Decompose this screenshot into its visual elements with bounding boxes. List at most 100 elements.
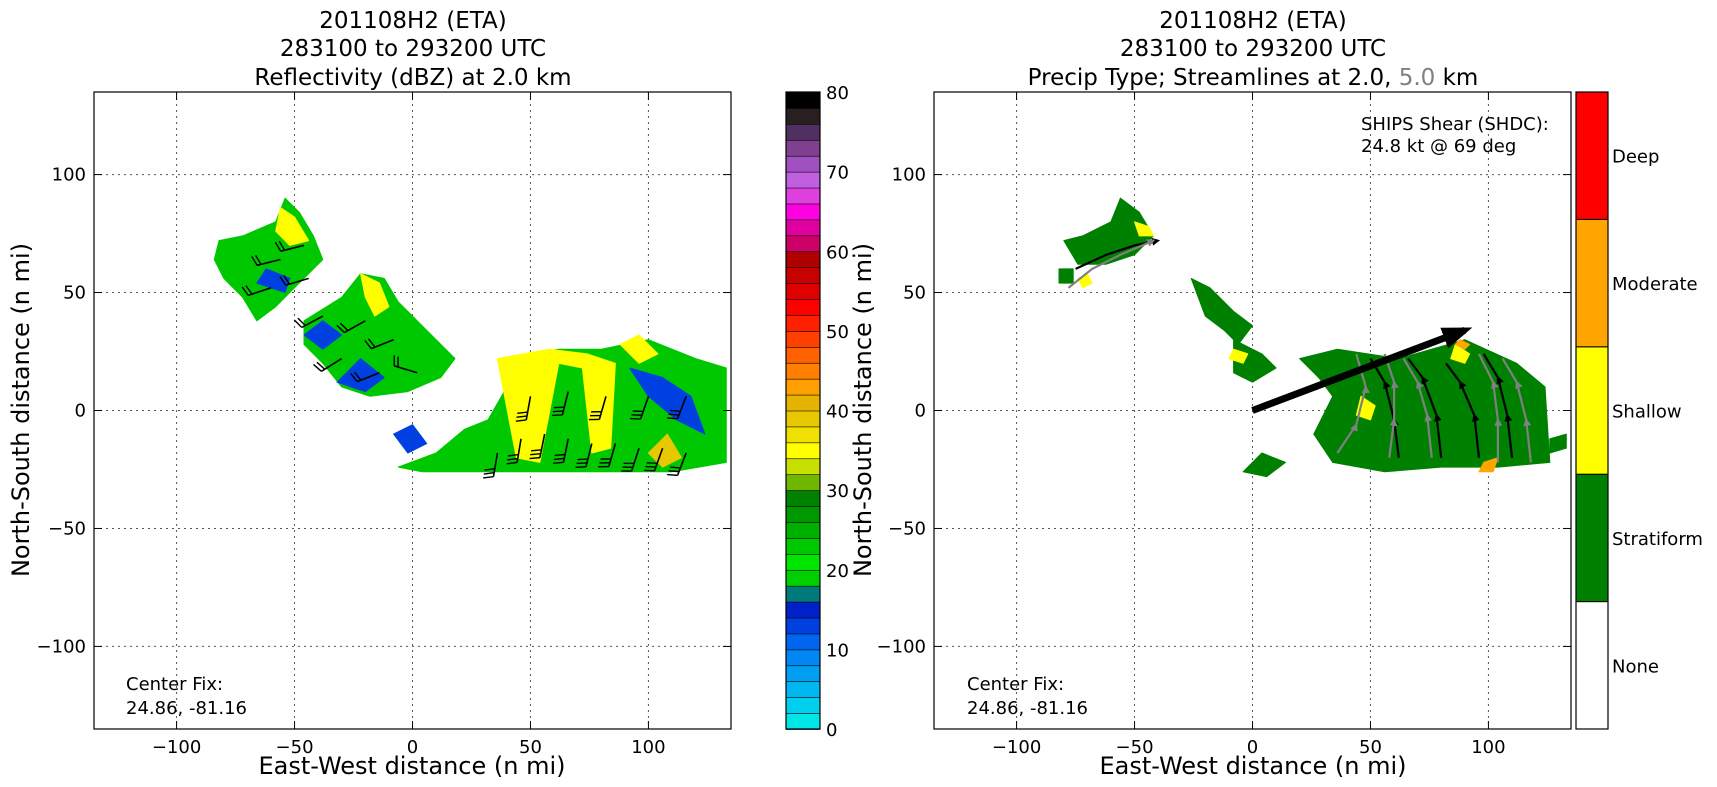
streamline [1482,353,1514,458]
colorbar-segment [785,250,821,268]
echo-region [1478,457,1499,473]
echo-region [619,334,659,364]
wind-barb [364,338,394,350]
right-title-line-2: 283100 to 293200 UTC [1120,36,1386,62]
barb-feather [483,472,495,475]
barb-feather [484,468,495,471]
colorbar-frame [1575,91,1609,730]
colorbar-segment [785,712,821,730]
y-tick-label: 100 [892,165,926,186]
barb-feather [316,361,326,370]
wind-barb [251,255,281,267]
colorbar-segment [785,505,821,523]
shear-label: SHIPS Shear (SHDC): [1361,114,1549,135]
colorbar-segment [785,266,821,284]
colorbar-segment [785,696,821,714]
colorbar-segment [785,330,821,348]
barb-feather [669,409,681,412]
wind-barb [336,320,366,334]
y-tick-label: 0 [915,401,926,422]
barb-feather [339,322,349,332]
y-tick-label: −100 [37,636,86,657]
colorbar-category-swatch [1575,346,1609,475]
colorbar-tick-label: 10 [826,640,849,661]
x-tick-label: −50 [276,737,314,758]
colorbar-tick-label: 0 [826,720,837,741]
colorbar-segment [785,457,821,475]
colorbar-segment [785,171,821,189]
wind-barb [588,396,607,421]
colorbar-segment [785,219,821,237]
wind-barb [293,315,324,329]
echo-region [496,348,616,463]
right-x-axis-label: East-West distance (n mi) [1099,752,1406,780]
right-axis-ticks: −100 −50 0 50 100 −100 −50 0 50 100 [877,92,1571,758]
colorbar-segment [785,489,821,507]
right-y-axis-label: North-South distance (n mi) [849,243,877,577]
x-tick-label: 0 [407,737,418,758]
colorbar-segment [785,633,821,651]
echo-region [360,273,390,317]
left-x-axis-label: East-West distance (n mi) [258,752,565,780]
wind-barb [553,438,569,465]
wind-barb [575,443,593,468]
barb-feather [668,470,680,473]
colorbar-category-swatch [1575,218,1609,348]
x-tick-label: −100 [152,737,201,758]
y-tick-label: −100 [877,636,926,657]
barb-feather [245,285,253,295]
barb-feather [336,324,345,334]
echo-region [256,268,291,293]
left-title-line-2: 283100 to 293200 UTC [280,36,546,62]
colorbar-segment [785,203,821,221]
barb-feather [368,338,376,348]
y-tick-label: −50 [48,518,86,539]
barb-staff [301,315,324,329]
colorbar-segment [785,664,821,683]
colorbar-category-swatch [1575,601,1609,730]
streamline [1445,362,1481,458]
right-streamlines [1067,237,1532,463]
barb-feather [483,475,494,479]
wind-barb [515,396,532,422]
colorbar-segment [785,649,821,667]
barb-feather [667,417,678,420]
wind-barb [393,355,418,374]
streamline [1402,358,1433,458]
barb-feather [553,457,565,461]
barb-feather [241,286,249,296]
colorbar-tick-label: 70 [826,163,849,184]
wind-barb [241,285,272,297]
y-tick-label: −50 [888,518,926,539]
barb-feather [554,453,566,457]
barb-feather [517,411,528,414]
barb-feather [313,363,322,372]
barb-feather [645,465,656,468]
barb-staff [676,452,687,476]
colorbar-category-label: Deep [1612,147,1659,168]
wind-barb [279,275,309,287]
echo-region [213,197,324,322]
colorbar-tick-label: 60 [826,242,849,263]
echo-region [1242,452,1286,478]
wind-barb [506,438,522,465]
wind-barb [667,452,687,477]
colorbar-segment [785,378,821,396]
left-y-axis-label: North-South distance (n mi) [7,243,35,577]
colorbar-category-label: Stratiform [1612,529,1703,550]
colorbar-segment [785,521,821,539]
colorbar-category-swatch [1575,473,1609,603]
left-axis-ticks: −100 −50 0 50 100 −100 −50 0 50 100 [37,92,731,758]
left-title-line-3: Reflectivity (dBZ) at 2.0 km [254,65,571,91]
colorbar-tick-label: 20 [826,561,849,582]
right-precip-echoes [1058,197,1567,478]
colorbar-segment [785,123,821,141]
wind-barb [483,452,499,479]
barb-feather [364,340,372,350]
wind-barb [350,371,380,383]
shear-value: 24.8 kt @ 69 deg [1361,136,1516,157]
colorbar-segment [785,394,821,412]
echo-region [629,367,706,435]
colorbar-segment [785,235,821,253]
x-tick-label: 100 [1471,737,1505,758]
